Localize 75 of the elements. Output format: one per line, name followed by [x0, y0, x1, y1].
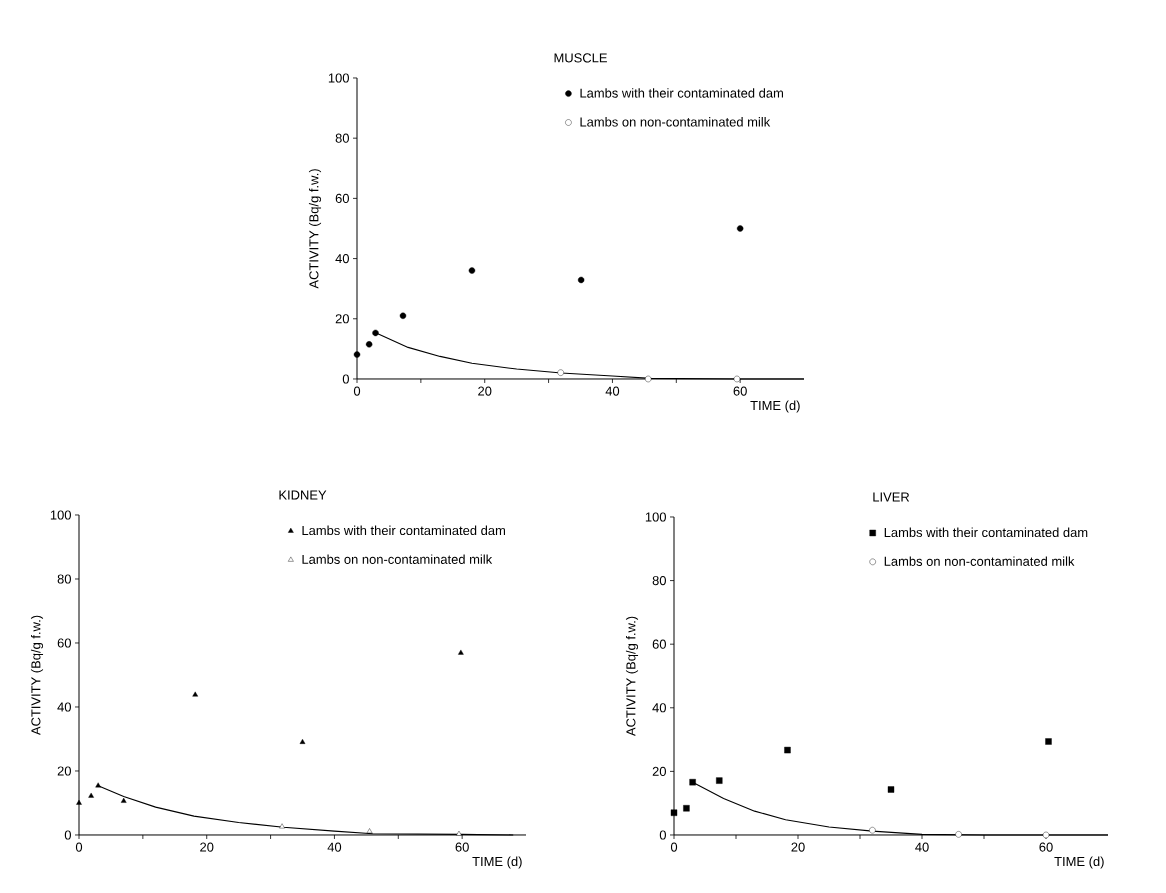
point: [869, 827, 876, 834]
y-tick-label: 80: [652, 575, 666, 586]
legend-label: Lambs on non-contaminated milk: [884, 556, 1075, 566]
legend-label: Lambs with their contaminated dam: [302, 525, 505, 536]
point: [955, 831, 962, 838]
point: [557, 369, 564, 376]
point: [716, 777, 723, 784]
x-axis-title: TIME (d): [750, 400, 800, 413]
y-tick-label: 20: [652, 766, 666, 776]
x-tick-label: 20: [478, 386, 492, 396]
y-tick-label: 100: [645, 512, 666, 522]
point: [887, 786, 895, 793]
x-tick-label: 60: [1039, 842, 1053, 852]
y-tick-label: 60: [57, 638, 71, 648]
x-tick-label: 40: [605, 386, 620, 396]
point: [353, 351, 361, 358]
point: [468, 267, 476, 274]
point: [95, 782, 101, 788]
point: [192, 691, 199, 697]
point: [120, 797, 127, 803]
x-tick-label: 40: [327, 842, 342, 852]
point: [366, 828, 373, 834]
y-tick-label: 60: [335, 193, 349, 203]
point: [1042, 831, 1050, 839]
chart-title: MUSCLE: [554, 53, 607, 63]
x-tick-label: 0: [353, 386, 361, 396]
x-tick-label: 0: [670, 842, 678, 852]
point: [299, 738, 306, 744]
y-tick-label: 60: [652, 639, 666, 649]
y-tick-label: 40: [652, 703, 666, 713]
y-tick-label: 0: [64, 830, 71, 840]
point: [458, 649, 464, 655]
y-tick-label: 100: [328, 73, 349, 83]
point: [733, 375, 741, 383]
y-tick-label: 20: [335, 314, 349, 324]
legend-label: Lambs on non-contaminated milk: [302, 554, 493, 564]
legend-label: Lambs on non-contaminated milk: [580, 117, 771, 127]
x-tick-label: 20: [791, 842, 805, 852]
y-tick-label: 80: [335, 133, 349, 143]
x-tick-label: 60: [455, 842, 469, 852]
y-tick-label: 80: [57, 574, 71, 584]
point: [88, 792, 94, 798]
y-tick-label: 0: [342, 374, 349, 384]
point: [1045, 738, 1052, 745]
point: [689, 778, 696, 786]
point: [670, 809, 678, 816]
point: [645, 375, 652, 383]
y-tick-label: 20: [57, 766, 71, 776]
x-tick-label: 0: [75, 842, 83, 852]
x-axis-title: TIME (d): [1054, 856, 1104, 869]
chart-title: KIDNEY: [279, 490, 327, 500]
point: [456, 830, 462, 836]
point: [76, 799, 82, 805]
point: [784, 746, 791, 754]
point: [577, 276, 585, 284]
y-axis-title: ACTIVITY (Bq/g f.w.): [30, 615, 44, 736]
y-tick-label: 40: [335, 253, 349, 264]
y-tick-label: 100: [50, 510, 71, 520]
point: [399, 312, 407, 319]
y-tick-label: 0: [659, 830, 666, 840]
x-tick-label: 40: [915, 842, 929, 852]
x-axis-title: TIME (d): [472, 856, 522, 869]
legend-label: Lambs with their contaminated dam: [884, 527, 1088, 538]
point: [736, 225, 744, 232]
chart-title: LIVER: [873, 492, 910, 502]
point: [365, 341, 373, 348]
point: [372, 329, 379, 337]
x-tick-label: 60: [733, 386, 747, 396]
point: [279, 823, 285, 829]
y-axis-title: ACTIVITY (Bq/g f.w.): [625, 616, 639, 737]
legend-label: Lambs with their contaminated dam: [580, 88, 783, 98]
y-axis-title: ACTIVITY (Bq/g f.w.): [308, 169, 322, 289]
x-tick-label: 20: [200, 842, 214, 852]
y-tick-label: 40: [57, 702, 71, 712]
point: [683, 805, 690, 812]
